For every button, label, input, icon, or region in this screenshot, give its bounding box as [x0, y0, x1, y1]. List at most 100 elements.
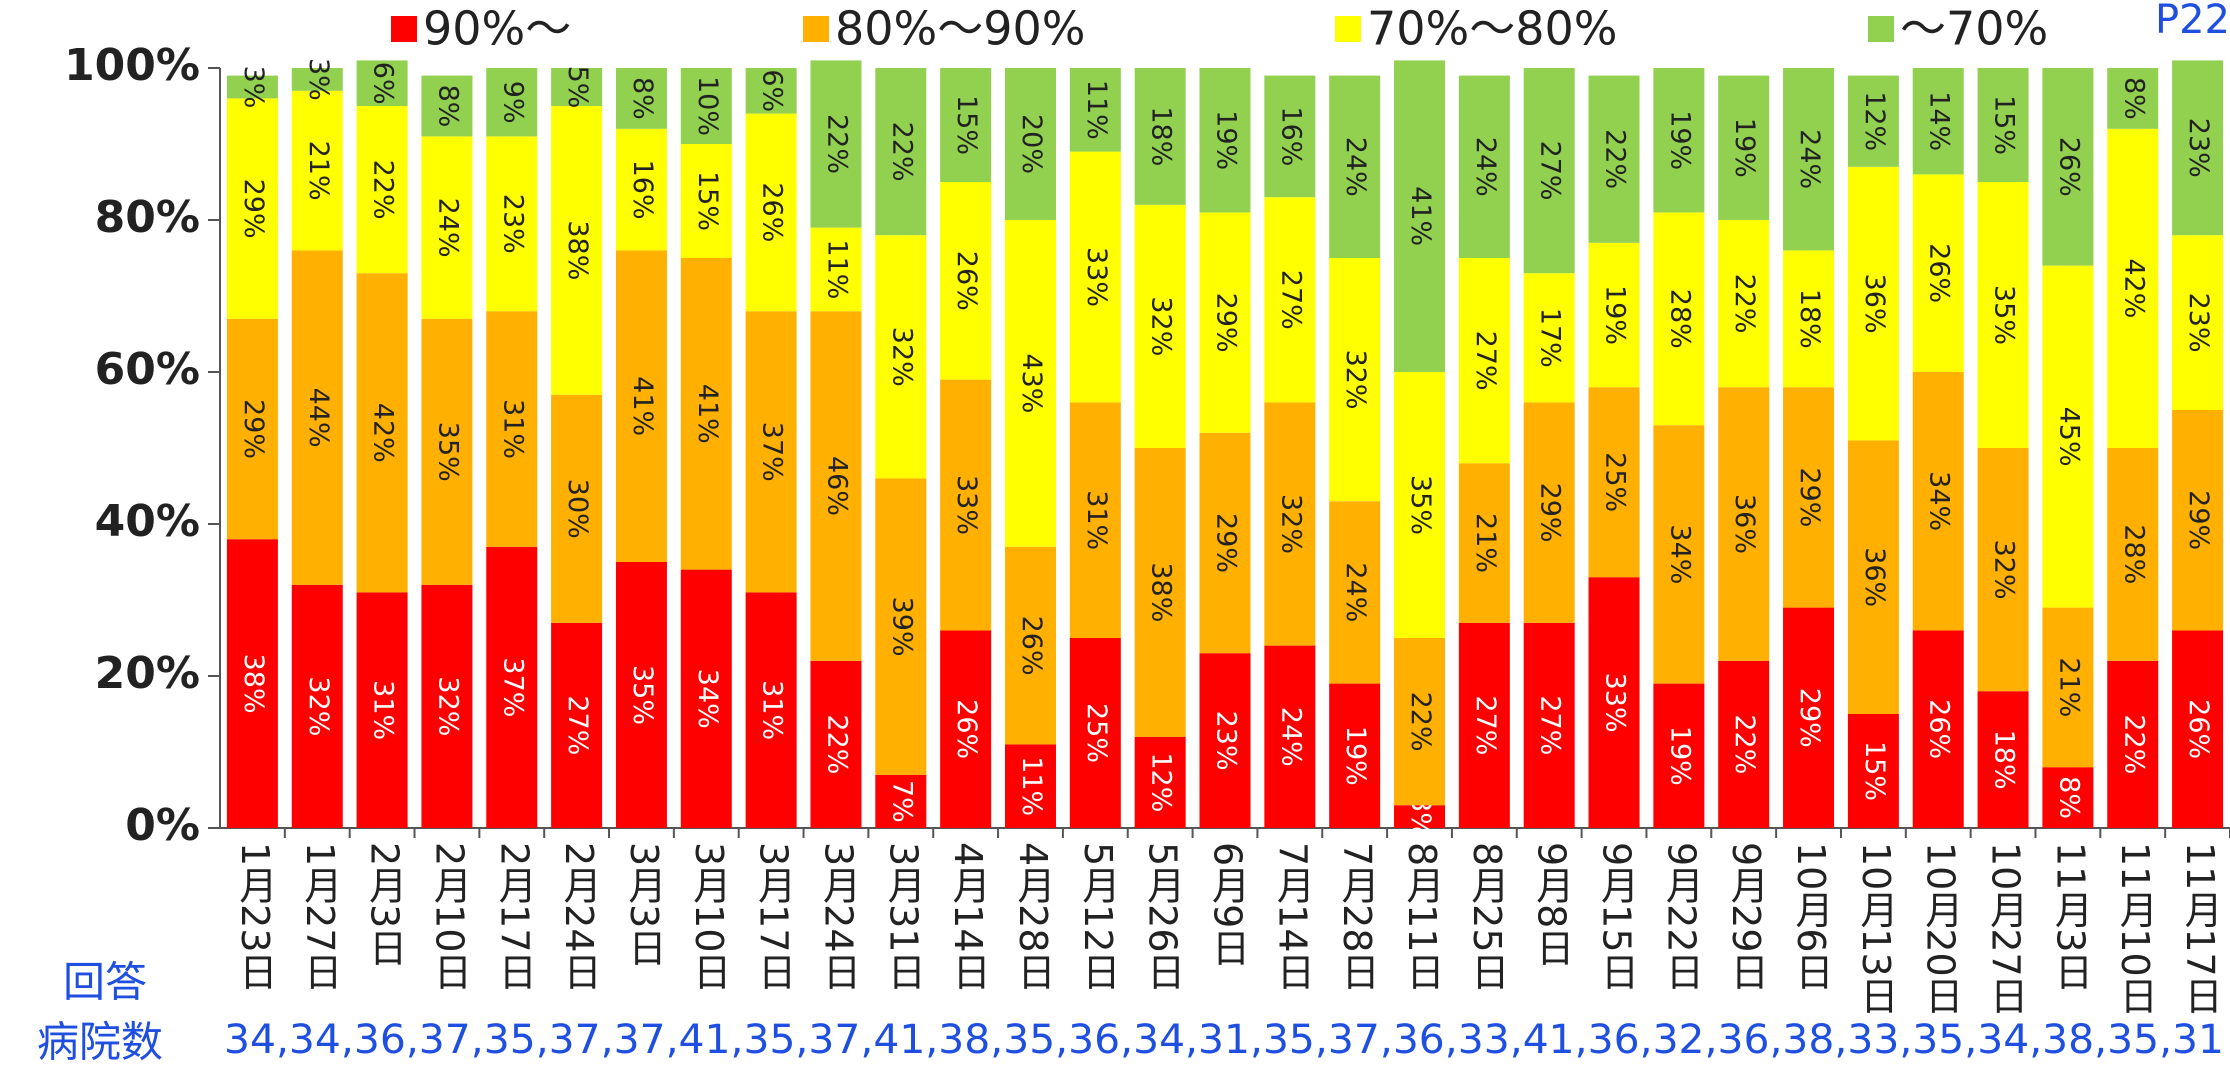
bar-segment	[356, 60, 408, 106]
value-label: 35%	[432, 422, 463, 482]
bar-segment	[1394, 638, 1446, 806]
value-label: 35%	[1989, 285, 2020, 345]
value-label: 20%	[1016, 114, 1047, 174]
bar-segment	[291, 250, 343, 585]
x-tick-label: 10月27日	[1984, 842, 2028, 1015]
value-label: 19%	[1664, 110, 1695, 170]
bar-segment	[615, 250, 667, 562]
value-label: 34%	[1664, 524, 1695, 584]
value-label: 16%	[627, 160, 658, 220]
value-label: 29%	[1794, 467, 1825, 527]
value-label: 22%	[1405, 692, 1436, 752]
value-label: 41%	[692, 384, 723, 444]
bar-segment	[875, 68, 927, 236]
value-label: 35%	[627, 665, 658, 725]
bar-segment	[1653, 68, 1705, 213]
value-label: 19%	[1664, 726, 1695, 786]
x-tick-label: 2月24日	[557, 842, 601, 991]
bar-segment	[1653, 212, 1705, 426]
bar-segment	[486, 311, 538, 547]
bar-segment	[680, 68, 732, 144]
value-label: 21%	[1470, 513, 1501, 573]
value-label: 26%	[2183, 699, 2214, 759]
value-label: 34%	[1924, 471, 1955, 531]
value-label: 18%	[1989, 730, 2020, 790]
legend-label: 〜70%	[1900, 2, 2048, 56]
bar-segment	[1783, 250, 1835, 388]
bar-segment	[1458, 75, 1510, 258]
bar-segment	[875, 235, 927, 479]
value-label: 41%	[627, 376, 658, 436]
bar-segment	[1394, 372, 1446, 638]
value-label: 27%	[1470, 331, 1501, 391]
value-label: 27%	[1275, 270, 1306, 330]
bar-segment	[1004, 546, 1056, 745]
value-label: 11%	[821, 239, 852, 299]
bar-segment	[1718, 387, 1770, 661]
bar-segment	[226, 75, 278, 99]
value-label: 46%	[821, 456, 852, 516]
bar-segment	[2042, 607, 2094, 768]
value-label: 41%	[1405, 186, 1436, 246]
bar-segment	[1783, 387, 1835, 608]
bar-segment	[1718, 220, 1770, 388]
bar-segment	[291, 90, 343, 251]
value-label: 36%	[1859, 274, 1890, 334]
bar-segment	[421, 584, 473, 828]
bar-segment	[226, 98, 278, 319]
bar-segment	[1199, 68, 1251, 213]
y-tick-label: 40%	[95, 496, 200, 547]
bar-segment	[2042, 68, 2094, 266]
x-tick-label: 9月29日	[1724, 842, 1768, 991]
value-label: 22%	[1729, 714, 1760, 774]
value-label: 15%	[1989, 95, 2020, 155]
bar-segment	[551, 622, 603, 828]
value-label: 22%	[368, 160, 399, 220]
x-tick-label: 10月6日	[1789, 842, 1833, 991]
value-label: 24%	[1340, 562, 1371, 622]
value-label: 18%	[1794, 289, 1825, 349]
value-label: 32%	[432, 676, 463, 736]
value-label: 10%	[692, 76, 723, 136]
x-tick-label: 9月15日	[1595, 842, 1639, 991]
bar-segment	[2172, 630, 2224, 828]
value-label: 8%	[2053, 776, 2084, 819]
value-label: 38%	[238, 654, 269, 714]
y-tick-label: 80%	[95, 192, 200, 243]
bar-segment	[940, 630, 992, 828]
value-label: 28%	[1664, 289, 1695, 349]
value-label: 6%	[757, 69, 788, 112]
bar-segment	[356, 106, 408, 274]
value-label: 3%	[303, 58, 334, 101]
bar-segment	[745, 592, 797, 828]
bar-segment	[1069, 68, 1121, 152]
bar-segment	[1394, 805, 1446, 828]
value-label: 15%	[692, 171, 723, 231]
value-label: 32%	[1146, 296, 1177, 356]
value-label: 19%	[1600, 285, 1631, 345]
value-label: 27%	[1470, 695, 1501, 755]
bar-segment	[1069, 402, 1121, 638]
bar-segment	[1329, 501, 1381, 684]
bar-segment	[615, 128, 667, 251]
bar-segment	[1134, 448, 1186, 737]
value-label: 29%	[238, 179, 269, 239]
bar-segment	[875, 478, 927, 775]
bar-segment	[1977, 691, 2029, 828]
legend-label: 80%〜90%	[835, 2, 1085, 56]
x-tick-label: 1月27日	[298, 842, 342, 991]
bar-segment	[1718, 660, 1770, 828]
value-label: 12%	[1146, 752, 1177, 812]
bar-segment	[421, 318, 473, 585]
bar-segment	[1523, 68, 1575, 274]
value-label: 6%	[368, 62, 399, 105]
bar-segment	[1977, 448, 2029, 692]
x-tick-label: 3月31日	[881, 842, 925, 991]
y-tick-label: 60%	[95, 344, 200, 395]
bar-segment	[875, 774, 927, 828]
bar-segment	[1199, 432, 1251, 654]
bar-segment	[615, 68, 667, 129]
response-label: 病院数	[37, 1018, 163, 1066]
x-tick-label: 9月8日	[1530, 842, 1574, 966]
bar-segment	[940, 182, 992, 380]
